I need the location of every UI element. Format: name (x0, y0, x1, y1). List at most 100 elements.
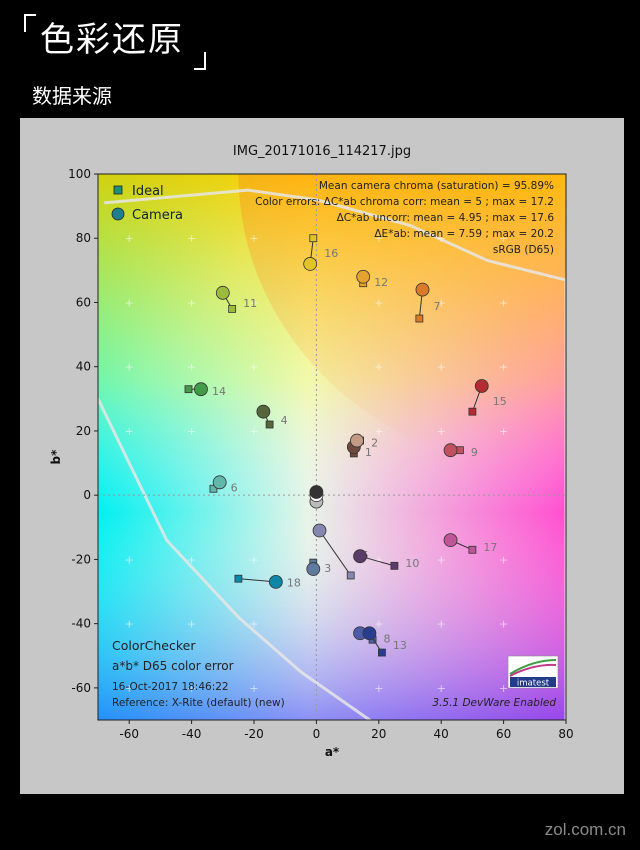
grid-cross: + (249, 682, 258, 695)
page-title: 色彩还原 (40, 20, 184, 60)
ideal-marker (234, 574, 243, 583)
patch-label: 1 (365, 446, 372, 459)
camera-marker (350, 433, 364, 448)
legend-camera-marker (111, 207, 125, 221)
gamut-boundary-line (98, 398, 373, 720)
camera-marker (443, 533, 458, 548)
patch-label: 12 (374, 276, 388, 289)
ideal-marker (228, 304, 237, 313)
grid-cross: + (437, 618, 446, 631)
patch-label: 13 (393, 639, 407, 652)
camera-marker (356, 269, 371, 284)
grid-cross: + (499, 553, 508, 566)
grid-cross: + (187, 618, 196, 631)
grid-cross: + (249, 296, 258, 309)
camera-marker (309, 485, 324, 499)
grid-cross: + (187, 553, 196, 566)
footer-line: Reference: X-Rite (default) (new) (112, 697, 285, 709)
grid-cross: + (187, 361, 196, 374)
grid-cross: + (499, 682, 508, 695)
grid-cross: + (249, 361, 258, 374)
plot-frame (97, 173, 567, 721)
grid-cross: + (374, 361, 383, 374)
y-tick-label: 60 (76, 295, 91, 309)
ideal-marker (390, 561, 399, 570)
camera-marker (443, 443, 458, 458)
patch-label: 9 (471, 446, 478, 459)
patch-label: 11 (243, 297, 257, 310)
grid-cross: + (249, 553, 258, 566)
legend-ideal-marker (113, 185, 123, 195)
grid-cross: + (249, 232, 258, 245)
y-tick-label: 100 (68, 167, 91, 181)
camera-marker (306, 562, 321, 576)
color-error-chart: + + + + + + + + + + + + + + + + + + + + + + + + + + + + + + + + + + + + + + + +… (49, 167, 574, 759)
grid-cross: + (499, 232, 508, 245)
x-tick-label: 80 (558, 727, 573, 741)
x-tick-label: -60 (119, 727, 139, 741)
ideal-marker (265, 420, 274, 429)
patch-label: 18 (287, 576, 301, 589)
camera-marker (303, 257, 318, 271)
x-tick-label: -40 (182, 727, 202, 741)
grid-cross: + (125, 553, 134, 566)
x-tick-label: 20 (371, 727, 386, 741)
grid-cross: + (499, 296, 508, 309)
y-tick-label: -40 (71, 617, 91, 631)
camera-marker (215, 285, 230, 300)
plot-green-glow (98, 174, 356, 502)
version-label: 3.5.1 DevWare Enabled (432, 697, 556, 709)
logo-text: imatest (517, 679, 550, 689)
ideal-marker (415, 314, 424, 323)
grid-cross: + (125, 618, 134, 631)
camera-marker (312, 523, 327, 538)
stats-line: ΔE*ab: mean = 7.59 ; max = 20.2 (374, 228, 554, 240)
watermark: zol.com.cn (544, 820, 626, 839)
patch-label: 17 (483, 541, 497, 554)
y-tick-label: 20 (76, 424, 91, 438)
ideal-marker (378, 648, 386, 657)
ideal-marker (468, 545, 477, 554)
footer-line: a*b* D65 color error (112, 659, 234, 673)
ideal-marker (346, 571, 355, 580)
patch-label: 3 (324, 562, 331, 575)
grid-cross: + (499, 618, 508, 631)
patch-label: 7 (433, 300, 440, 313)
camera-marker (256, 404, 271, 419)
footer-line: ColorChecker (112, 638, 196, 653)
patch-label: 10 (405, 557, 419, 570)
grid-cross: + (374, 618, 383, 631)
grid-cross: + (374, 682, 383, 695)
patch-label: 2 (371, 437, 378, 450)
x-axis-label: a* (325, 745, 340, 759)
gamut-boundary-line (104, 188, 566, 720)
error-line (319, 530, 352, 576)
chart-title: IMG_20171016_114217.jpg (232, 144, 412, 159)
camera-marker (212, 475, 227, 490)
camera-marker (474, 379, 489, 393)
y-tick-label: -20 (71, 552, 91, 566)
grid-cross: + (249, 425, 258, 438)
x-tick-label: 60 (496, 727, 511, 741)
camera-marker (415, 282, 430, 297)
patch-label: 8 (384, 632, 391, 645)
grid-cross: + (187, 425, 196, 438)
ideal-marker (456, 446, 464, 455)
grid-cross: + (437, 296, 446, 309)
logo-swoosh (509, 663, 557, 677)
grid-cross: + (437, 361, 446, 374)
footer-line: 16-Oct-2017 18:46:22 (112, 681, 229, 693)
grid-cross: + (125, 296, 134, 309)
page-subtitle: 数据来源 (32, 84, 112, 108)
patch-label: 4 (281, 414, 288, 427)
stats-line: ΔC*ab uncorr: mean = 4.95 ; max = 17.6 (337, 212, 555, 224)
bracket-close (194, 52, 206, 70)
patch-label: 6 (231, 482, 238, 495)
grid-cross: + (499, 361, 508, 374)
stats-line: Mean camera chroma (saturation) = 95.89% (319, 180, 554, 192)
grid-cross: + (374, 553, 383, 566)
grid-cross: + (187, 682, 196, 695)
grid-cross: + (437, 232, 446, 245)
grid-cross: + (125, 682, 134, 695)
grid-cross: + (187, 296, 196, 309)
